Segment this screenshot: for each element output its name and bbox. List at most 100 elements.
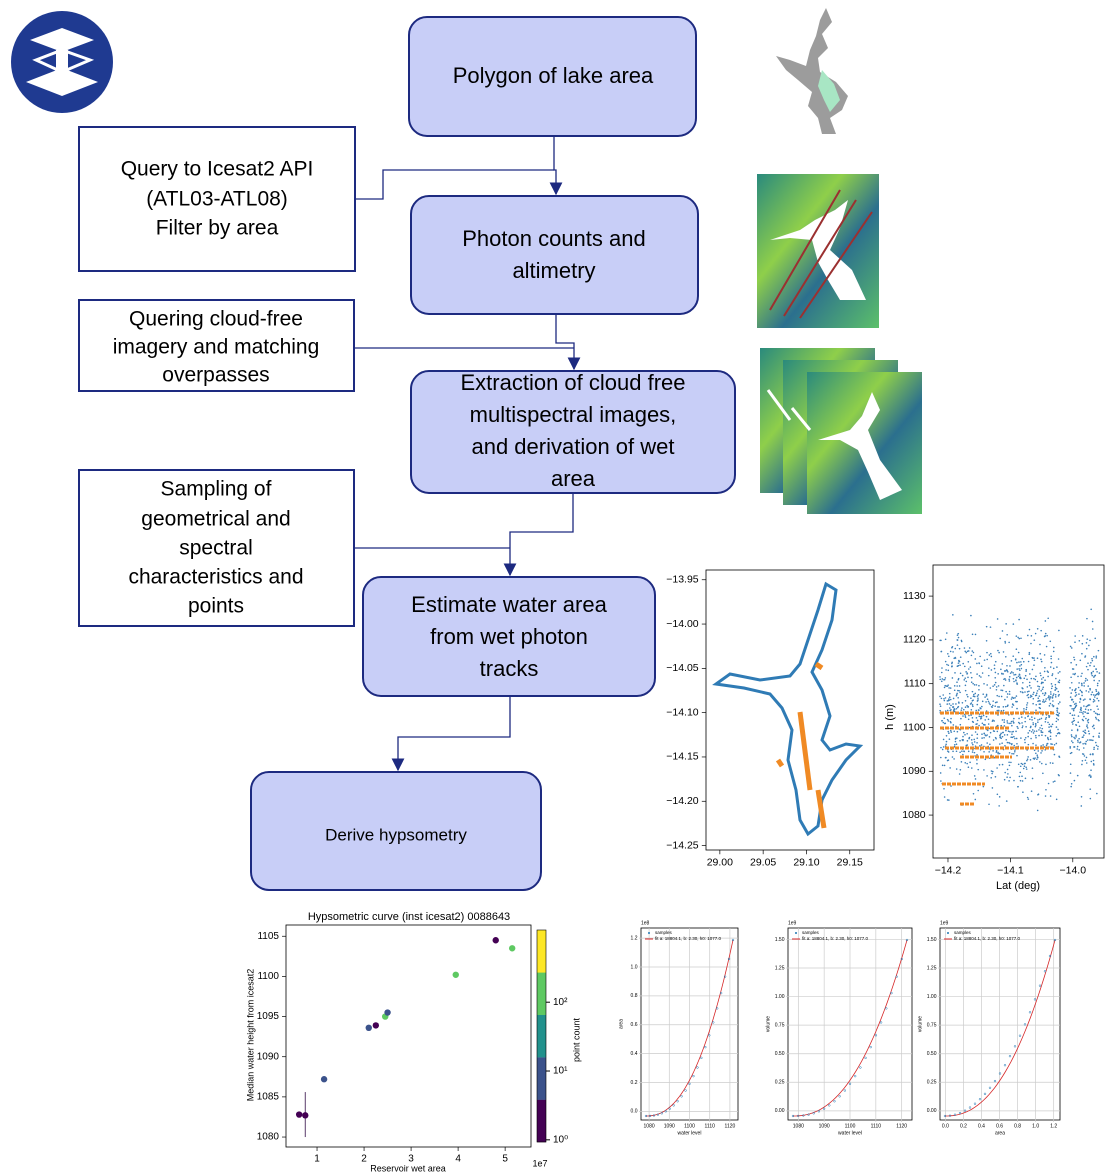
photon-dot (1094, 741, 1097, 744)
photon-dot (1086, 725, 1088, 728)
photon-dot (956, 685, 958, 687)
x-tick-label: 29.05 (750, 856, 776, 868)
photon-dot (970, 739, 973, 741)
photon-dot (1026, 749, 1028, 751)
photon-dot (1095, 668, 1097, 670)
photon-dot (980, 676, 982, 678)
photon-dot (966, 704, 968, 707)
photon-dot (1086, 617, 1088, 620)
photon-dot (985, 701, 987, 703)
x-tick-label: 29.15 (837, 856, 863, 868)
photon-dot (958, 689, 960, 692)
photon-dot (959, 691, 961, 694)
photon-dot (1092, 753, 1094, 756)
photon-dot (976, 742, 978, 744)
photon-dot (999, 743, 1001, 745)
photon-dot (962, 739, 964, 742)
photon-dot (984, 696, 986, 698)
photon-dot (1039, 727, 1041, 729)
photon-dot (939, 772, 942, 774)
sample-point (700, 1056, 703, 1059)
photon-dot (1040, 729, 1042, 732)
photon-dot (1036, 809, 1039, 812)
photon-dot (963, 647, 966, 649)
y-tick-label: 0.4 (631, 1051, 638, 1057)
sample-point (1008, 1054, 1012, 1058)
photon-dot (1008, 764, 1011, 767)
photon-dot (955, 750, 958, 753)
photon-dot (945, 734, 948, 737)
photon-dot (1006, 741, 1009, 744)
photon-dot (1039, 643, 1041, 646)
photon-dot (1084, 680, 1087, 682)
photon-dot (958, 659, 960, 662)
sample-point (848, 1082, 852, 1085)
photon-dot (1013, 744, 1016, 747)
photon-dot (1084, 698, 1086, 700)
photon-dot (1027, 756, 1029, 758)
photon-dot (1047, 617, 1049, 620)
photon-dot (1093, 665, 1095, 668)
photon-dot (956, 706, 959, 709)
x-tick-label: 1 (314, 1154, 320, 1165)
photon-dot (1097, 693, 1100, 696)
photon-dot (1025, 708, 1028, 711)
photon-dot (1003, 725, 1006, 727)
photon-dot (1079, 698, 1082, 701)
input-label: characteristics and (128, 566, 303, 589)
photon-dot (998, 695, 1000, 698)
photon-dot (1037, 700, 1039, 703)
photon-dot (1016, 754, 1018, 757)
photon-dot (1091, 628, 1094, 630)
photon-dot (1015, 635, 1018, 637)
photon-dot (973, 741, 976, 743)
photon-dot (1037, 697, 1040, 700)
photon-dot (1028, 653, 1031, 656)
photon-dot (962, 753, 964, 756)
photon-dot (1073, 703, 1076, 705)
photon-dot (991, 706, 993, 708)
photon-dot (1014, 737, 1016, 740)
photon-dot (1020, 661, 1022, 663)
y-tick-label: 0.0 (631, 1109, 638, 1115)
photon-dot (948, 698, 950, 700)
photon-dot (976, 673, 978, 675)
photon-dot (1090, 760, 1093, 763)
x-tick-label: −14.0 (1060, 864, 1087, 876)
photon-dot (1008, 641, 1010, 644)
photon-dot (1078, 725, 1081, 728)
photon-dot (1088, 732, 1091, 735)
photon-dot (1013, 735, 1015, 738)
photon-dot (1006, 693, 1009, 695)
sample-point (719, 991, 723, 995)
photon-dot (1079, 689, 1082, 692)
photon-dot (1092, 698, 1095, 701)
photon-dot (990, 776, 993, 779)
photon-dot (1043, 701, 1046, 703)
photon-dot (1048, 726, 1050, 728)
photon-dot (996, 730, 999, 733)
photon-dot (1092, 670, 1095, 673)
photon-dot (1036, 758, 1038, 761)
photon-dot (1072, 668, 1075, 670)
x-tick-label: 1120 (896, 1123, 907, 1129)
photon-dot (1004, 679, 1007, 681)
photon-dot (966, 693, 968, 696)
sample-point (885, 1007, 888, 1010)
photon-dot (949, 687, 952, 689)
photon-dot (1080, 690, 1083, 693)
photon-dot (1084, 743, 1087, 745)
y-axis-label: h (m) (884, 704, 896, 730)
photon-dot (1021, 722, 1023, 724)
photon-dot (1004, 655, 1007, 658)
photon-dot (1022, 767, 1025, 770)
photon-dot (1027, 798, 1030, 800)
photon-dot (1018, 668, 1020, 670)
photon-dot (939, 695, 941, 698)
photon-dot (1087, 704, 1090, 706)
photon-dot (985, 715, 988, 718)
photon-dot (957, 664, 960, 667)
photon-dot (966, 695, 969, 698)
photon-dot (1002, 673, 1005, 675)
photon-dot (1054, 780, 1056, 782)
